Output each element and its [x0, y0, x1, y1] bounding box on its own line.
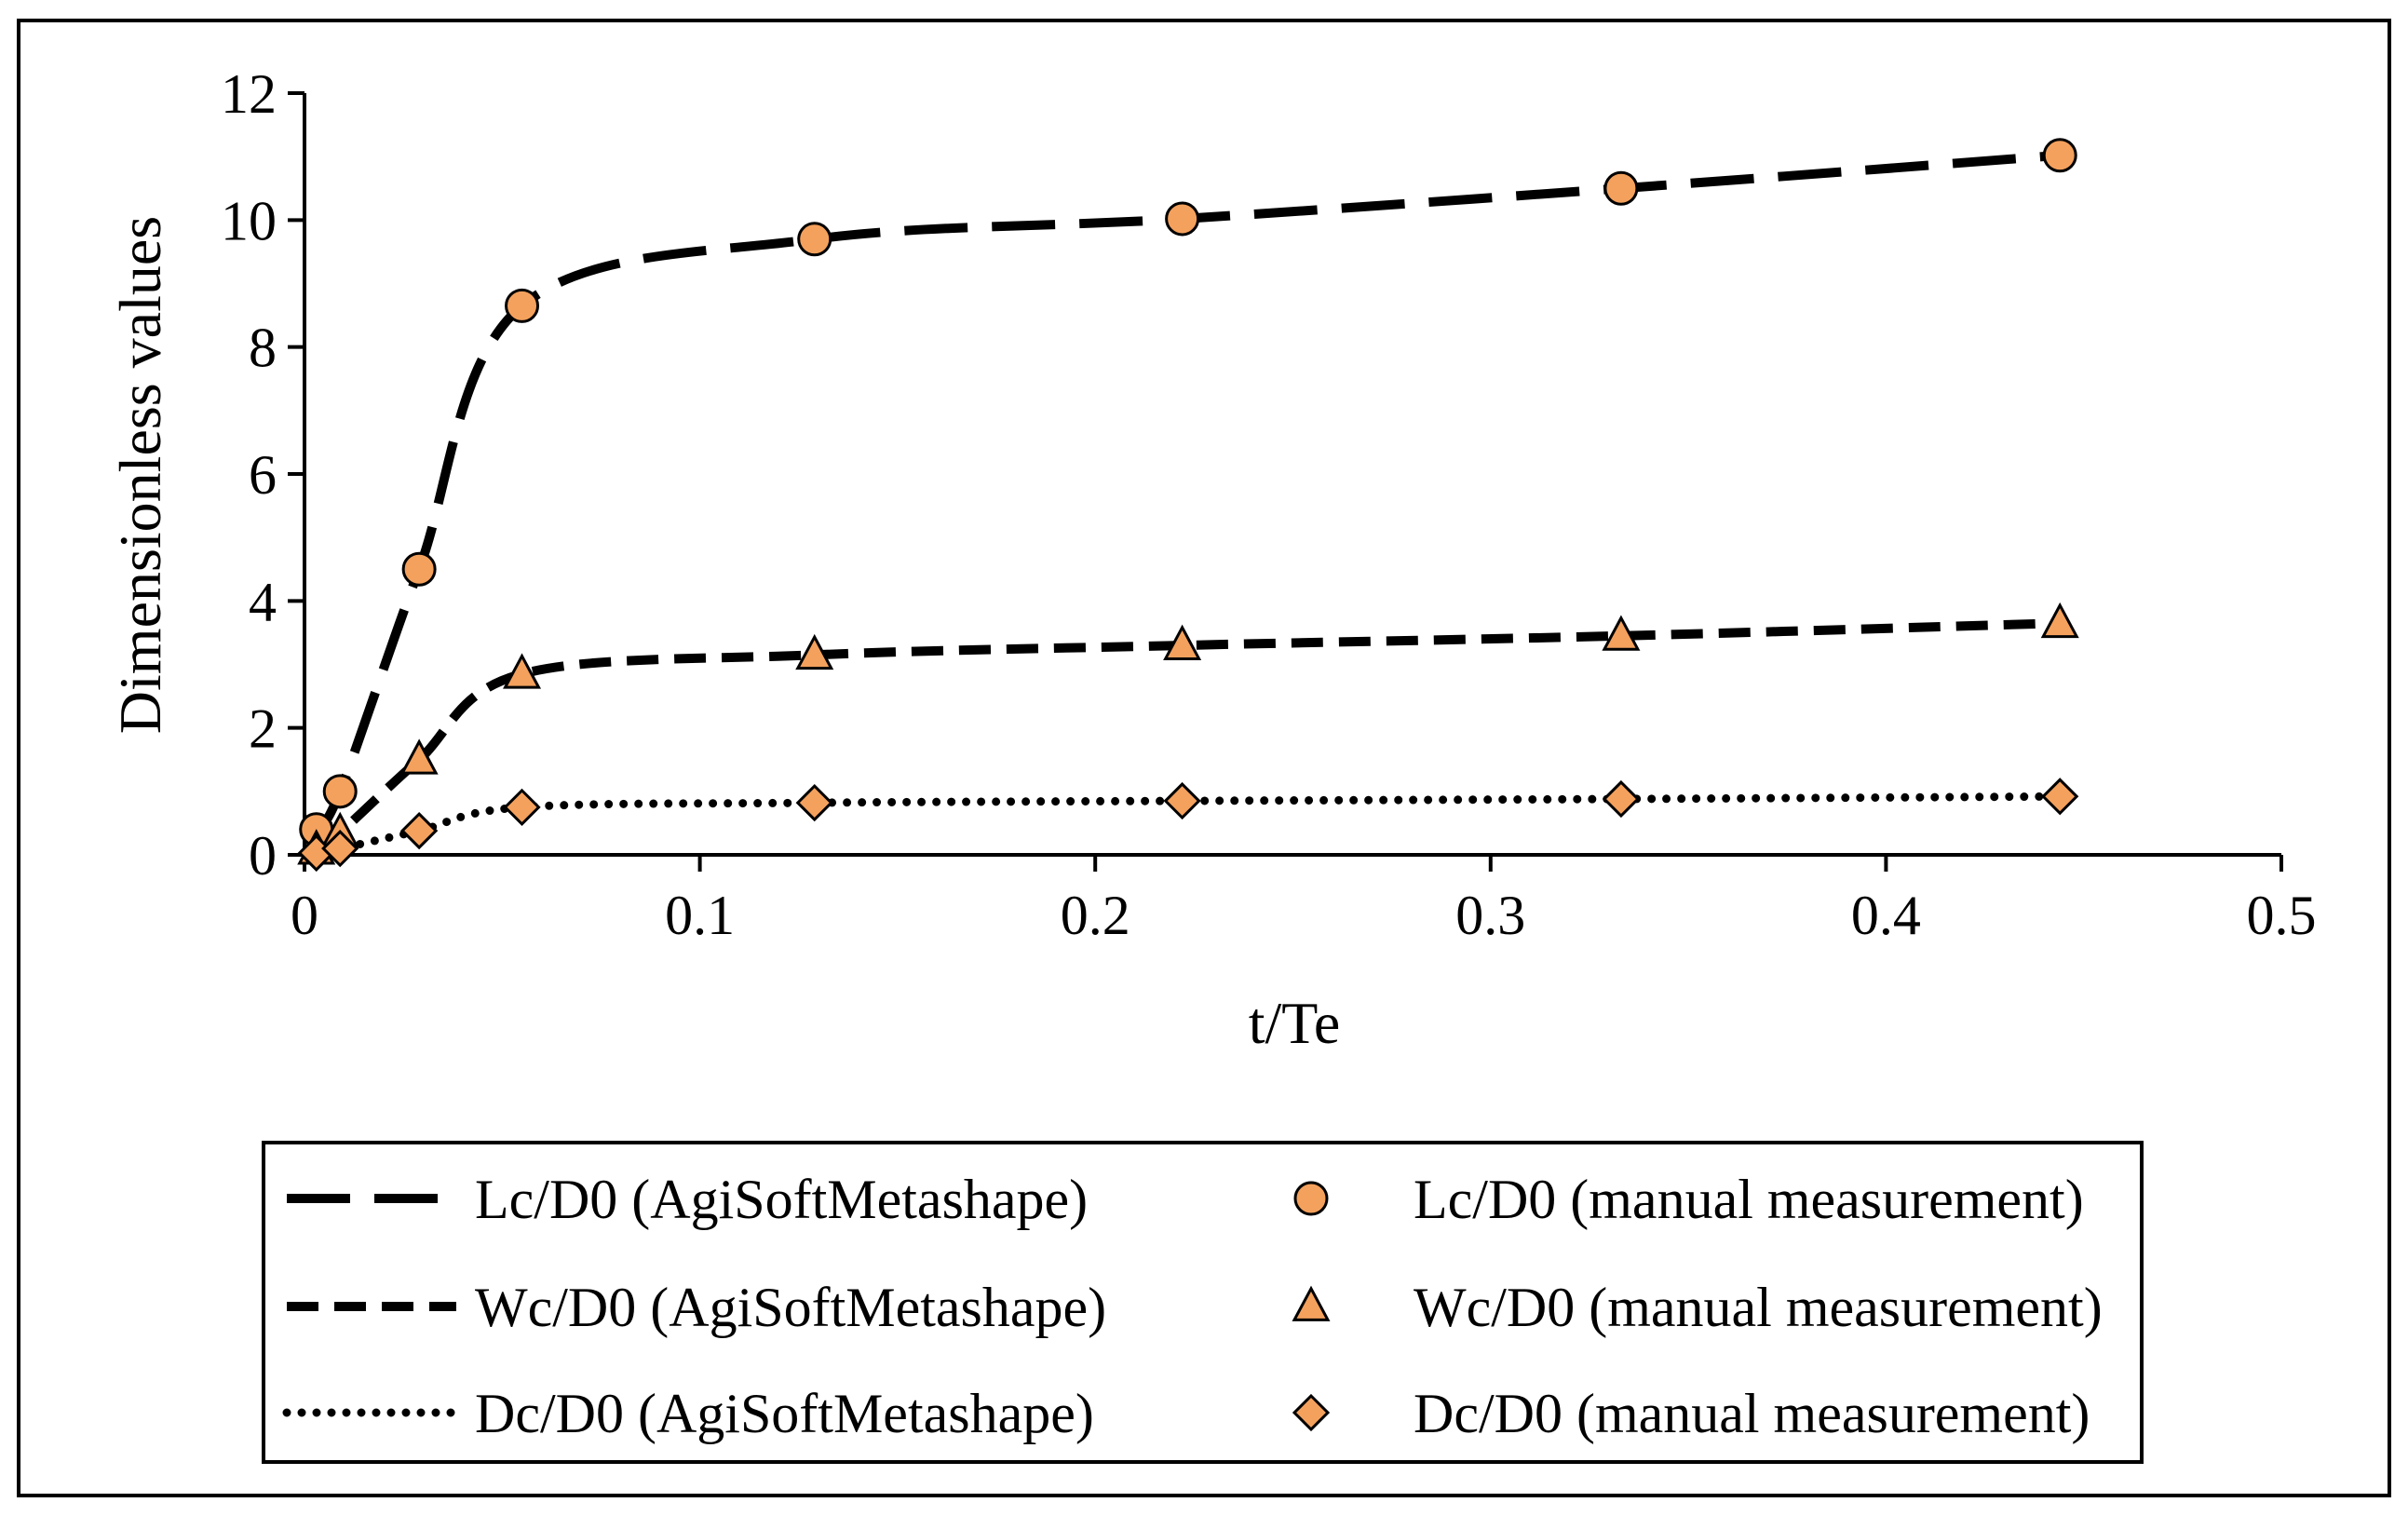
x-axis-title: t/Te — [1249, 990, 1341, 1056]
series-3-marker-circle — [797, 222, 832, 257]
series-4-marker-triangle — [1163, 624, 1202, 660]
series-5-marker-diamond — [1163, 781, 1201, 820]
series-5-marker-diamond — [2041, 778, 2079, 816]
legend-label: Lc/D0 (AgiSoftMetashape) — [475, 1169, 1088, 1230]
series-lines — [312, 150, 2064, 858]
y-tick-label: 6 — [249, 444, 277, 506]
legend: Lc/D0 (AgiSoftMetashape) Lc/D0 (manual me… — [262, 1141, 2144, 1464]
y-tick-label: 0 — [249, 825, 277, 887]
series-markers — [297, 138, 2079, 873]
series-4-marker-triangle — [1602, 615, 1641, 651]
series-5-marker-diamond — [1602, 779, 1641, 819]
x-tick-label: 0 — [291, 885, 318, 946]
series-3-marker-circle — [505, 288, 540, 323]
series-5-marker-diamond — [795, 783, 833, 822]
y-tick-label: 8 — [249, 318, 277, 379]
y-tick-label: 12 — [221, 63, 277, 125]
y-tick-label: 4 — [249, 571, 277, 632]
legend-label: Wc/D0 (AgiSoftMetashape) — [475, 1277, 1106, 1338]
y-tick-label: 2 — [249, 698, 277, 760]
series-line-0 — [312, 150, 2061, 832]
y-axis-title: Dimensionless values — [107, 216, 173, 734]
series-4-marker-triangle — [503, 653, 542, 689]
series-4-marker-triangle — [2040, 602, 2079, 639]
chart-frame — [17, 19, 2391, 1497]
legend-swatch-circle — [1293, 1181, 1329, 1216]
legend-swatch-diamond — [1292, 1393, 1331, 1432]
x-tick-label: 0.4 — [1851, 885, 1921, 946]
legend-label: Dc/D0 (AgiSoftMetashape) — [475, 1383, 1094, 1444]
x-tick-label: 0.3 — [1455, 885, 1525, 946]
series-3-marker-circle — [1165, 201, 1200, 237]
legend-swatch-triangle — [1292, 1285, 1331, 1321]
x-tick-label: 0.2 — [1061, 885, 1130, 946]
series-5-marker-diamond — [400, 811, 439, 850]
series-3-marker-circle — [1603, 170, 1639, 206]
series-3-marker-circle — [322, 774, 358, 809]
legend-label: Lc/D0 (manual measurement) — [1414, 1169, 2084, 1230]
series-4-marker-triangle — [399, 738, 439, 775]
y-tick-label: 10 — [221, 190, 277, 251]
series-3-marker-circle — [401, 551, 437, 587]
series-3-marker-circle — [2042, 138, 2077, 173]
series-5-marker-diamond — [321, 830, 359, 868]
series-5-marker-diamond — [503, 788, 541, 826]
x-tick-label: 0.5 — [2247, 885, 2317, 946]
legend-label: Wc/D0 (manual measurement) — [1414, 1277, 2103, 1338]
legend-label: Dc/D0 (manual measurement) — [1414, 1383, 2090, 1444]
x-tick-label: 0.1 — [665, 885, 735, 946]
legend-box — [262, 1141, 2144, 1464]
series-4-marker-triangle — [795, 633, 834, 670]
axes: 0 2 4 6 8 10 12 0 0.1 0.2 0.3 0.4 0.5 — [221, 63, 2317, 946]
